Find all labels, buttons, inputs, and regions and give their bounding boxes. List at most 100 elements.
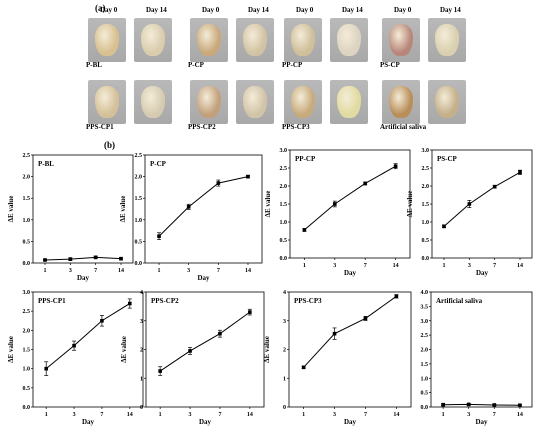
tooth-photo <box>236 80 274 124</box>
y-tick-label: 2.5 <box>421 333 429 339</box>
x-axis-label: Day <box>82 418 95 426</box>
series-line <box>443 171 521 227</box>
y-axis-label: ΔE value <box>119 196 127 223</box>
series-line <box>304 165 396 231</box>
plot-frame <box>32 154 134 264</box>
series-line <box>158 176 249 237</box>
y-tick-label: 0.0 <box>422 256 430 262</box>
tooth-image <box>197 24 221 56</box>
tooth-photo <box>190 18 228 62</box>
x-tick-label: 3 <box>187 268 190 274</box>
group-label: P-CP <box>188 61 204 69</box>
y-axis-label: ΔE value <box>263 336 271 363</box>
data-point <box>246 174 250 179</box>
y-tick-label: 0.0 <box>23 261 31 267</box>
day-label: Day 0 <box>202 6 220 14</box>
data-point <box>467 202 472 206</box>
y-tick-label: 1.5 <box>422 202 430 208</box>
tooth-photo <box>382 80 420 124</box>
y-tick-label: 1.5 <box>135 196 143 202</box>
x-axis-label: Day <box>344 418 357 426</box>
y-tick-label: 1 <box>283 376 286 382</box>
data-point <box>363 316 368 321</box>
chart-title: PS-CP <box>437 155 458 163</box>
x-tick-label: 3 <box>333 263 336 269</box>
tooth-image <box>95 24 119 56</box>
data-point <box>333 202 337 206</box>
data-point <box>93 255 98 260</box>
x-tick-label: 7 <box>493 412 496 418</box>
data-point <box>492 403 497 407</box>
y-tick-label: 0.0 <box>135 261 143 267</box>
x-axis-label: Day <box>344 269 357 277</box>
y-tick-label: 2 <box>140 348 143 354</box>
data-point <box>44 366 48 371</box>
y-tick-label: 2.0 <box>23 175 31 181</box>
data-point <box>128 301 132 306</box>
data-point <box>158 369 162 373</box>
y-tick-label: 2.0 <box>135 175 143 181</box>
data-point <box>119 256 123 261</box>
group-label: PS-CP <box>380 61 400 69</box>
chart-title: PPS-CP3 <box>294 297 322 305</box>
y-tick-label: 4 <box>283 290 286 296</box>
y-axis-label: ΔE value <box>120 336 128 363</box>
x-tick-label: 3 <box>467 412 470 418</box>
x-tick-label: 1 <box>158 268 161 274</box>
y-tick-label: 2.0 <box>280 184 288 190</box>
chart-6: PPS-CP3 0 1 2 3 4 1 3 7 14 Day ΔE value <box>263 290 412 426</box>
x-tick-label: 14 <box>517 412 523 418</box>
x-tick-label: 3 <box>69 268 72 274</box>
x-tick-label: 14 <box>118 268 124 274</box>
series-line <box>303 295 397 368</box>
x-tick-label: 3 <box>468 263 471 269</box>
y-tick-label: 1.0 <box>23 367 31 373</box>
x-tick-label: 7 <box>100 412 103 418</box>
chart-title: Artificial saliva <box>436 297 483 305</box>
data-point <box>68 257 73 261</box>
data-point <box>518 403 522 408</box>
y-tick-label: 3.0 <box>23 290 31 296</box>
chart-5: PPS-CP2 0 1 2 3 4 1 3 7 14 Day ΔE value <box>120 290 265 426</box>
data-point <box>216 181 221 185</box>
y-tick-label: 3.0 <box>421 319 429 325</box>
tooth-image <box>435 86 459 118</box>
day-label: Day 0 <box>100 6 118 14</box>
group-label: PPS-CP3 <box>282 123 310 131</box>
y-tick-label: 0.5 <box>135 239 143 245</box>
day-label: Day 14 <box>440 6 461 14</box>
data-point <box>218 331 222 336</box>
chart-title: PPS-CP1 <box>38 297 66 305</box>
tooth-photo <box>236 18 274 62</box>
tooth-photo <box>428 80 466 124</box>
chart-title: PPS-CP2 <box>151 297 179 305</box>
x-tick-label: 7 <box>94 268 97 274</box>
x-tick-label: 1 <box>443 263 446 269</box>
data-point <box>441 402 445 407</box>
data-point <box>363 181 367 186</box>
tooth-image <box>243 24 267 56</box>
x-tick-label: 7 <box>218 412 221 418</box>
y-tick-label: 1.5 <box>23 348 31 354</box>
y-tick-label: 1.0 <box>422 220 430 226</box>
data-point <box>248 310 252 314</box>
y-tick-label: 0.5 <box>421 391 429 397</box>
tooth-photo <box>134 80 172 124</box>
x-axis-label: Day <box>199 418 212 426</box>
plot-frame <box>430 291 533 408</box>
chart-1: P-CP 0.0 0.5 1.0 1.5 2.0 2.5 1 3 7 14 Day ΔE value <box>119 153 263 282</box>
day-label: Day 14 <box>342 6 363 14</box>
day-label: Day 0 <box>394 6 412 14</box>
data-point <box>492 184 497 189</box>
x-tick-label: 3 <box>189 412 192 418</box>
y-tick-label: 1.0 <box>280 220 288 226</box>
panel-b-label: (b) <box>104 140 115 150</box>
y-tick-label: 0.5 <box>280 238 288 244</box>
tooth-image <box>291 86 315 118</box>
series-line <box>159 311 251 372</box>
tooth-photo <box>284 18 322 62</box>
chart-title: PP-CP <box>295 155 316 163</box>
y-tick-label: 1.5 <box>421 362 429 368</box>
tooth-photo <box>88 18 126 62</box>
